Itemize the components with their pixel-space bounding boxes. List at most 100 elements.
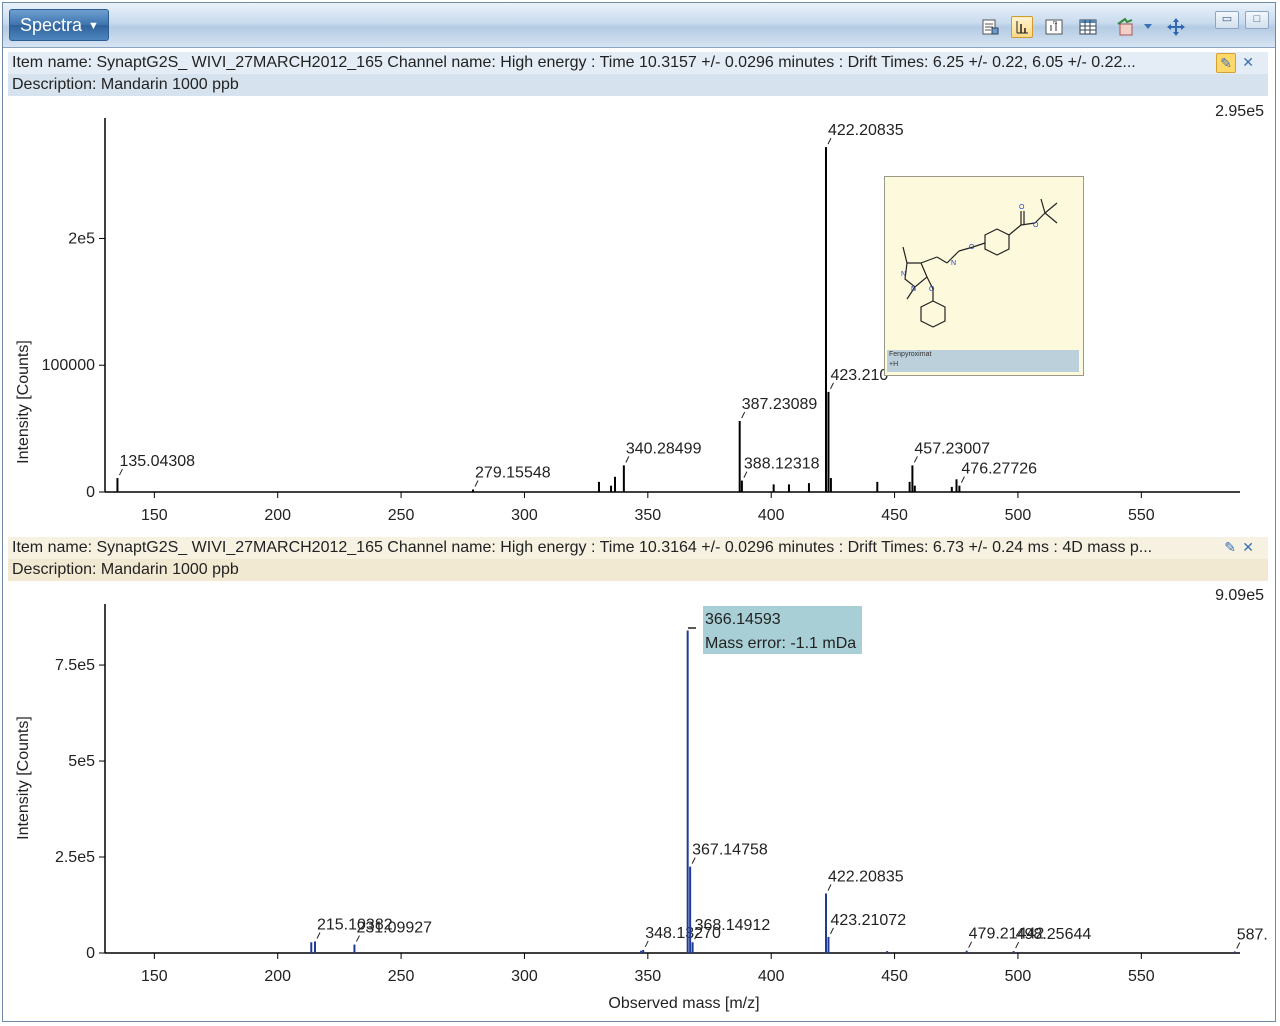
- y-axis-label: Intensity [Counts]: [15, 340, 32, 464]
- peak-label-tick: [960, 476, 965, 483]
- peak-label: 422.20835: [828, 122, 904, 139]
- export-icon[interactable]: [1115, 16, 1137, 38]
- svg-text:O: O: [929, 286, 935, 293]
- peak-label: 231.09927: [356, 920, 432, 937]
- maximize-button[interactable]: □: [1245, 11, 1269, 29]
- peak-label: 479.21442: [969, 926, 1045, 943]
- spectra-toolbar: Spectra ▼ m ▭ □: [3, 3, 1275, 48]
- peak-label: 279.15548: [475, 464, 551, 481]
- x-tick-label: 500: [1005, 507, 1032, 524]
- peak-label: 423.21072: [830, 912, 906, 929]
- peak-label: 457.23007: [914, 440, 990, 457]
- callout-mass: 366.14593: [705, 611, 781, 628]
- chevron-down-icon: ▼: [88, 20, 99, 32]
- peak-label: 498.25644: [1016, 926, 1092, 943]
- close-icon[interactable]: ✕: [1242, 54, 1254, 70]
- table-icon[interactable]: [1077, 16, 1099, 38]
- peak-label-tick: [644, 940, 649, 948]
- peak-label-tick: [827, 884, 832, 891]
- peak-label-tick: [316, 932, 321, 939]
- panel2-item-line: Item name: SynaptG2S_ WIVI_27MARCH2012_1…: [8, 537, 1268, 559]
- panel1-header: Item name: SynaptG2S_ WIVI_27MARCH2012_1…: [8, 52, 1268, 96]
- x-tick-label: 150: [141, 968, 168, 985]
- x-tick-label: 300: [511, 507, 538, 524]
- x-tick-label: 200: [264, 507, 291, 524]
- peak-label: 387.23089: [742, 396, 818, 413]
- structure-caption-name: Fenpyroximat: [889, 351, 932, 358]
- x-tick-label: 550: [1128, 968, 1155, 985]
- max-intensity-label: 9.09e5: [1215, 587, 1264, 604]
- peak-label-tick: [118, 468, 123, 476]
- pin-icon[interactable]: ✎: [1224, 539, 1236, 555]
- x-tick-label: 350: [634, 507, 661, 524]
- minimize-button[interactable]: ▭: [1215, 11, 1239, 29]
- close-icon[interactable]: ✕: [1242, 539, 1254, 555]
- structure-caption: Fenpyroximat +H: [887, 350, 1079, 372]
- x-axis-label: Observed mass [m/z]: [608, 995, 759, 1012]
- y-tick-label: 0: [86, 945, 95, 962]
- spectrum-plot-2[interactable]: 150 200 250 300 350 400 450 500 550 0 2.5e5 5e5 7.5e…: [8, 582, 1268, 1020]
- peak-label-tick: [830, 382, 834, 390]
- peak-label: 367.14758: [692, 842, 768, 859]
- peak-label: 476.27726: [961, 461, 1037, 478]
- y-axis-label: Intensity [Counts]: [15, 716, 32, 840]
- peak-label-tick: [968, 941, 973, 948]
- chevron-down-icon[interactable]: [1141, 16, 1155, 38]
- peak-label-tick: [356, 935, 360, 942]
- peak-label-icon[interactable]: m: [1043, 16, 1065, 38]
- peak-label: 422.20835: [828, 868, 904, 885]
- y-tick-label: 7.5e5: [55, 657, 95, 674]
- panel2-header: Item name: SynaptG2S_ WIVI_27MARCH2012_1…: [8, 537, 1268, 581]
- peak-label-tick: [691, 857, 696, 864]
- svg-text:N: N: [901, 271, 906, 278]
- x-tick-label: 500: [1005, 968, 1032, 985]
- peak-label-tick: [474, 480, 479, 487]
- x-tick-label: 250: [388, 968, 415, 985]
- x-tick-label: 300: [511, 968, 538, 985]
- pan-icon[interactable]: [1165, 16, 1187, 38]
- svg-text:N: N: [951, 260, 956, 267]
- svg-text:N: N: [911, 286, 916, 293]
- callout-background: [703, 606, 862, 654]
- x-tick-label: 550: [1128, 507, 1155, 524]
- y-tick-label: 2e5: [68, 230, 95, 247]
- peak-label: 340.28499: [626, 440, 702, 457]
- peak-label: 423.210: [830, 367, 888, 384]
- x-tick-label: 200: [264, 968, 291, 985]
- svg-text:m: m: [1053, 20, 1057, 26]
- max-intensity-label: 2.95e5: [1215, 103, 1264, 120]
- x-tick-label: 400: [758, 968, 785, 985]
- peak-label-tick: [743, 471, 748, 478]
- x-tick-label: 150: [141, 507, 168, 524]
- panel2-description: Description: Mandarin 1000 ppb: [8, 559, 1268, 581]
- svg-text:O: O: [1019, 204, 1025, 211]
- spectra-menu-button[interactable]: Spectra ▼: [9, 9, 109, 41]
- x-tick-label: 450: [881, 507, 908, 524]
- peak-label-tick: [625, 456, 630, 463]
- peak-label: 348.13270: [645, 925, 721, 942]
- peak-label: 388.12318: [744, 456, 820, 473]
- peak-label-tick: [830, 927, 834, 935]
- panel1-description: Description: Mandarin 1000 ppb: [8, 74, 1268, 96]
- y-tick-label: 100000: [42, 357, 95, 374]
- y-tick-label: 5e5: [68, 753, 95, 770]
- callout-mass-error: Mass error: -1.1 mDa: [705, 635, 856, 652]
- pin-icon[interactable]: ✎: [1216, 53, 1236, 73]
- peak-label-tick: [913, 456, 918, 463]
- peak-label: 368.14912: [695, 917, 771, 934]
- peak-label-tick: [741, 411, 746, 419]
- y-tick-label: 0: [86, 484, 95, 501]
- bar-display-icon[interactable]: [1011, 16, 1033, 38]
- spectra-menu-label: Spectra: [20, 15, 83, 35]
- y-tick-label: 2.5e5: [55, 849, 95, 866]
- spectrum-plot-1[interactable]: 150 200 250 300 350 400 450 500 550 0 100000 2e5 13…: [8, 98, 1268, 530]
- peak-label-tick: [694, 933, 699, 940]
- structure-popup[interactable]: N O N N O O O Fenpyroximat +H: [884, 176, 1084, 376]
- svg-text:O: O: [969, 244, 975, 251]
- panel1-item-line: Item name: SynaptG2S_ WIVI_27MARCH2012_1…: [8, 52, 1268, 74]
- peak-label-tick: [1236, 942, 1241, 949]
- peak-callout: 366.14593 Mass error: -1.1 mDa: [688, 606, 862, 654]
- report-icon[interactable]: [979, 16, 1001, 38]
- peak-label-tick: [827, 137, 832, 145]
